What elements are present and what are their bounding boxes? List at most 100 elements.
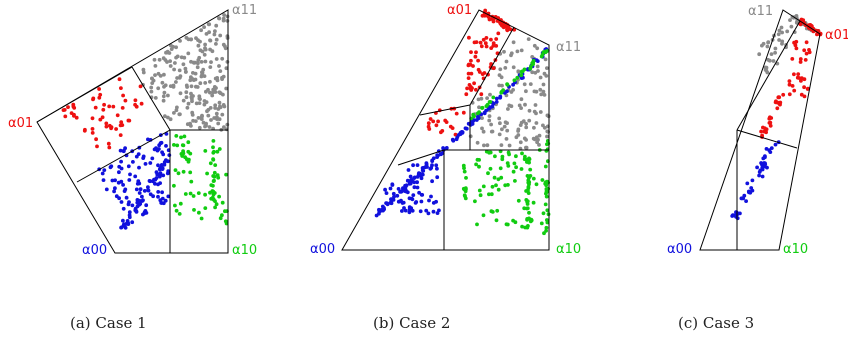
case2-point-gray bbox=[516, 129, 520, 133]
case2-point-red bbox=[479, 44, 484, 49]
case1-point-green bbox=[203, 192, 208, 197]
case1-point-blue bbox=[137, 191, 142, 195]
case2-point-green bbox=[481, 213, 486, 218]
case1-point-red bbox=[63, 114, 68, 119]
case1-point-gray bbox=[161, 94, 166, 99]
case1-point-gray bbox=[189, 84, 194, 89]
case1-point-gray bbox=[213, 103, 218, 108]
case1-point-blue bbox=[109, 164, 114, 169]
case1-point-gray bbox=[184, 69, 188, 74]
case1-point-blue bbox=[122, 222, 126, 227]
case2-point-gray bbox=[489, 122, 493, 127]
case2-point-gray bbox=[521, 119, 526, 124]
case2-point-red bbox=[484, 36, 489, 40]
case2-point-gray bbox=[509, 51, 514, 56]
case1-point-gray bbox=[178, 91, 183, 96]
case1-point-gray bbox=[210, 93, 215, 98]
case3-point-blue bbox=[750, 178, 755, 183]
case2-point-gray bbox=[522, 82, 527, 87]
case1-point-red bbox=[119, 120, 124, 124]
case2-point-green bbox=[543, 164, 548, 169]
case3-outer-polygon bbox=[699, 9, 821, 251]
case2-point-red bbox=[428, 117, 433, 121]
case1-point-blue bbox=[159, 201, 164, 205]
case2-point-blue bbox=[390, 182, 395, 187]
case1-point-gray bbox=[152, 57, 157, 62]
case2-point-blue bbox=[502, 91, 507, 95]
case2-point-green bbox=[499, 175, 504, 180]
case2-point-blue bbox=[411, 163, 415, 168]
case1-point-green bbox=[220, 213, 224, 218]
case2-point-blue bbox=[385, 202, 390, 207]
case2-point-blue bbox=[426, 211, 431, 216]
case1-point-blue bbox=[117, 164, 122, 169]
case2-point-green bbox=[534, 182, 539, 187]
case3-point-red bbox=[807, 50, 812, 55]
case1-point-gray bbox=[156, 86, 161, 91]
case1-point-blue bbox=[112, 189, 116, 194]
case2-point-green bbox=[499, 90, 504, 94]
case1-point-gray bbox=[197, 101, 202, 105]
case2-point-gray bbox=[511, 65, 516, 70]
case1-point-red bbox=[61, 108, 66, 112]
case2-point-blue bbox=[498, 95, 502, 100]
case2-point-green bbox=[531, 200, 536, 205]
case2-point-gray bbox=[527, 108, 532, 113]
case1-point-green bbox=[172, 183, 176, 188]
case2-point-blue bbox=[391, 191, 396, 196]
case3-divider-1 bbox=[736, 20, 801, 131]
case1-point-blue bbox=[165, 171, 170, 176]
case3-point-gray bbox=[757, 52, 762, 57]
case1-point-red bbox=[91, 97, 95, 102]
case1-point-gray bbox=[191, 118, 196, 123]
case2-point-red bbox=[465, 86, 469, 91]
case1-point-blue bbox=[146, 137, 150, 142]
case1-point-red bbox=[104, 121, 109, 126]
case1-point-blue bbox=[144, 211, 149, 215]
case1-point-gray bbox=[197, 96, 202, 101]
case1-point-blue bbox=[127, 200, 131, 205]
case1-point-red bbox=[114, 127, 118, 131]
case1-point-gray bbox=[217, 16, 221, 21]
case3-point-gray bbox=[766, 40, 770, 45]
case1-point-gray bbox=[184, 35, 189, 40]
case2-point-gray bbox=[545, 134, 549, 139]
case2-point-gray bbox=[506, 107, 510, 111]
case2-point-gray bbox=[530, 70, 535, 75]
case2-point-red bbox=[477, 70, 482, 74]
case1-point-gray bbox=[190, 110, 195, 115]
case1-point-red bbox=[72, 112, 76, 117]
case2-point-gray bbox=[505, 121, 509, 125]
case1-point-gray bbox=[208, 38, 212, 43]
case1-point-gray bbox=[208, 79, 212, 84]
case2-point-green bbox=[513, 220, 518, 225]
case1-point-blue bbox=[148, 161, 153, 165]
case1-point-gray bbox=[181, 62, 186, 67]
case1-point-blue bbox=[116, 180, 121, 185]
case2-point-red bbox=[505, 27, 509, 32]
case2-point-green bbox=[520, 151, 524, 156]
case3-point-red bbox=[803, 58, 808, 62]
case2-point-green bbox=[544, 225, 549, 230]
case2-point-blue bbox=[441, 146, 445, 150]
case2-point-blue bbox=[429, 194, 433, 199]
case1-point-blue bbox=[131, 160, 135, 164]
case2-divider-1 bbox=[469, 26, 515, 106]
case2-point-blue bbox=[535, 59, 540, 63]
case1-point-gray bbox=[202, 74, 207, 78]
case1-point-gray bbox=[168, 64, 173, 68]
case2-point-blue bbox=[511, 82, 515, 87]
case2-point-gray bbox=[542, 93, 547, 97]
case3-point-blue bbox=[740, 196, 744, 201]
case1-point-gray bbox=[218, 69, 223, 73]
case2-point-blue bbox=[476, 116, 481, 121]
case3-label-a10: α10 bbox=[783, 242, 808, 257]
case2-point-blue bbox=[437, 208, 441, 213]
case2-point-gray bbox=[528, 82, 533, 86]
case2-point-green bbox=[523, 154, 527, 159]
case1-point-gray bbox=[141, 70, 146, 75]
case1-point-gray bbox=[212, 87, 217, 91]
case3-point-blue bbox=[773, 142, 778, 147]
case1-point-green bbox=[191, 194, 196, 198]
case3-point-blue bbox=[732, 213, 736, 218]
